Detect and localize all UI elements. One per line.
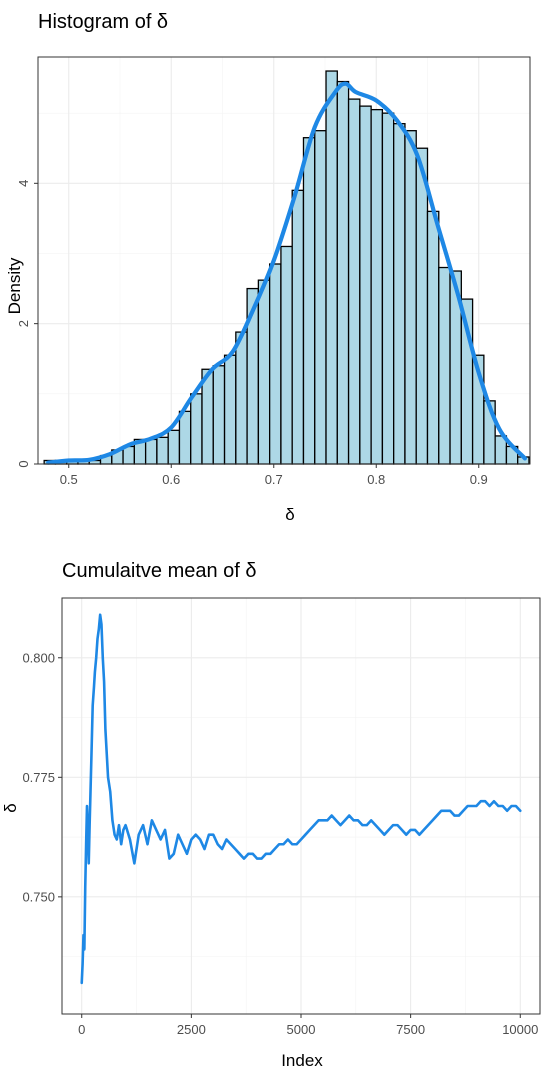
histogram-bar — [404, 130, 417, 465]
x-tick-label: 2500 — [177, 1022, 206, 1037]
histogram-bar — [144, 438, 158, 465]
y-tick-label: 0.775 — [22, 770, 55, 785]
cumulative-mean-chart: Cumulaitve mean of δ 0 2500 5000 7500 10000 … — [1, 560, 541, 1070]
histogram-bar — [268, 263, 282, 465]
histogram-density-curve — [46, 81, 527, 465]
y-tick-label: 0.800 — [22, 650, 55, 665]
histogram-bar — [438, 266, 451, 465]
histogram-bar — [280, 245, 293, 465]
histogram-bars — [43, 70, 530, 465]
histogram-bar — [359, 105, 372, 465]
histogram-bar — [178, 410, 192, 465]
x-tick-label: 10000 — [502, 1022, 538, 1037]
histogram-bar — [167, 429, 181, 465]
histogram-bar — [393, 123, 406, 465]
histogram-x-axis-label: δ — [285, 505, 294, 524]
cumulative-mean-line — [80, 613, 522, 985]
histogram-y-axis-label: Density — [5, 257, 24, 314]
histogram-bar — [347, 98, 361, 465]
histogram-bar — [426, 210, 440, 465]
cumulative-mean-y-axis-label: δ — [1, 803, 20, 812]
histogram-bar — [156, 436, 169, 465]
histogram-bar — [223, 354, 237, 465]
x-tick-label: 0.9 — [470, 472, 488, 487]
histogram-bar — [235, 331, 248, 465]
histogram-bar — [415, 147, 429, 465]
y-tick-label: 0.750 — [22, 889, 55, 904]
cumulative-mean-x-axis-label: Index — [281, 1051, 323, 1070]
histogram-bar — [291, 189, 305, 465]
x-tick-label: 0.5 — [60, 472, 78, 487]
histogram-bar — [314, 130, 327, 465]
cumulative-mean-title: Cumulaitve mean of δ — [62, 560, 257, 582]
y-tick-label: 0 — [16, 460, 31, 467]
histogram-title: Histogram of δ — [38, 11, 168, 33]
histogram-chart: Histogram of δ 0.5 0.6 0.7 0.8 0.9 0 2 4 δ Den… — [5, 11, 531, 524]
y-tick-label: 2 — [16, 320, 31, 327]
cumulative-mean-series — [80, 613, 522, 985]
histogram-bar — [302, 137, 316, 465]
histogram-y-ticks: 0 2 4 — [16, 180, 38, 468]
x-tick-label: 7500 — [396, 1022, 425, 1037]
histogram-bar — [325, 70, 338, 465]
cumulative-mean-gridlines — [62, 598, 540, 1014]
cumulative-mean-y-ticks: 0.750 0.775 0.800 — [22, 650, 62, 904]
x-tick-label: 0 — [78, 1022, 85, 1037]
x-tick-label: 0.6 — [162, 472, 180, 487]
histogram-bar — [370, 108, 384, 465]
histogram-bar — [381, 112, 395, 465]
x-tick-label: 0.7 — [265, 472, 283, 487]
histogram-bar — [257, 279, 271, 465]
cumulative-mean-x-ticks: 0 2500 5000 7500 10000 — [78, 1014, 538, 1037]
y-tick-label: 4 — [16, 180, 31, 187]
histogram-panel-frame — [37, 56, 531, 465]
histogram-bar — [336, 80, 350, 465]
histogram-x-ticks: 0.5 0.6 0.7 0.8 0.9 — [60, 464, 488, 487]
histogram-bar — [190, 393, 203, 465]
x-tick-label: 0.8 — [367, 472, 385, 487]
density-curve-line — [46, 81, 527, 465]
x-tick-label: 5000 — [287, 1022, 316, 1037]
histogram-bar — [212, 365, 226, 465]
